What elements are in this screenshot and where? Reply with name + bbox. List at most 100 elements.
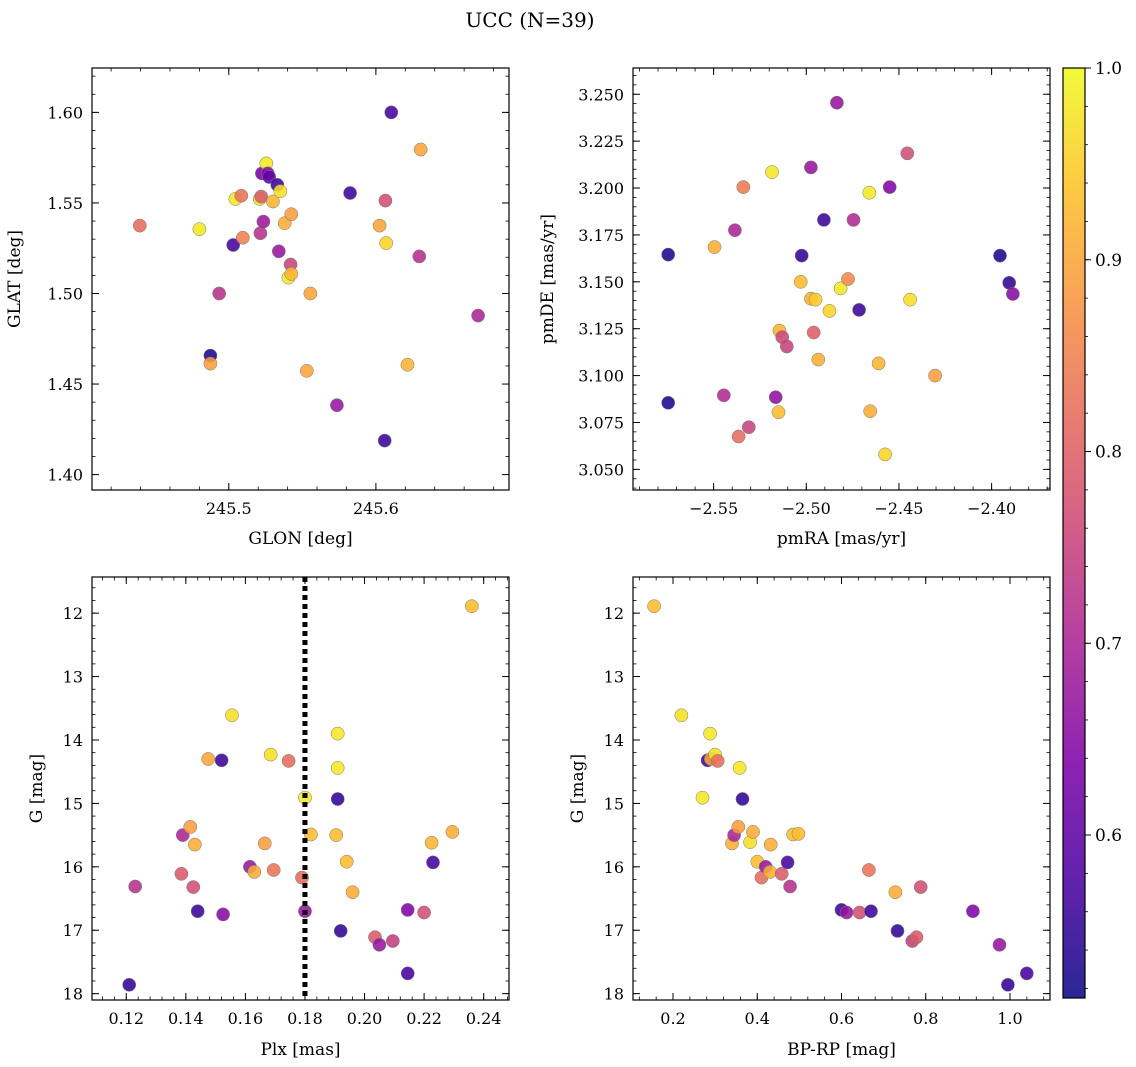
- data-point: [413, 142, 428, 157]
- y-tick-label: 1.55: [47, 194, 83, 213]
- y-tick-label: 3.050: [578, 460, 624, 479]
- data-point: [728, 223, 742, 238]
- data-point: [216, 907, 230, 922]
- panel-pmra-pmde: −2.55 −2.50 −2.45 −2.40 3.050 3.075 3.100 3.125…: [538, 67, 1051, 549]
- data-point: [863, 404, 878, 419]
- y-axis-label: G [mag]: [27, 754, 47, 823]
- data-point: [299, 363, 314, 378]
- data-point: [378, 193, 393, 208]
- data-point: [913, 880, 928, 894]
- data-point: [783, 879, 797, 894]
- data-point: [779, 339, 794, 354]
- x-tick-label: 0.8: [913, 1009, 938, 1028]
- colorbar-tick-label: 0.6: [1095, 826, 1122, 846]
- data-point: [1019, 966, 1034, 981]
- data-point: [804, 160, 818, 175]
- data-point: [183, 820, 198, 834]
- x-axis-label: pmRA [mas/yr]: [777, 529, 906, 549]
- data-point: [372, 937, 387, 952]
- data-point: [774, 866, 789, 881]
- panel-bprp-g: 0.2 0.4 0.6 0.8 1.0 12 13 14 15 16 17 18 BP-RP [mag]…: [568, 576, 1051, 1060]
- colorbar-tick-label: 1.0: [1095, 59, 1122, 79]
- data-point: [647, 599, 661, 614]
- data-point: [385, 934, 400, 948]
- data-point: [471, 308, 485, 323]
- axes-frame: [632, 576, 1051, 1001]
- axes-frame: [91, 576, 510, 1001]
- data-point: [263, 747, 278, 762]
- scatter-points: [647, 599, 1034, 992]
- data-point: [400, 357, 415, 372]
- y-tick-label: 17: [604, 921, 624, 940]
- data-point: [1001, 977, 1015, 992]
- data-point: [417, 905, 431, 920]
- data-point: [871, 356, 886, 371]
- data-point: [203, 356, 218, 371]
- data-point: [852, 303, 866, 317]
- data-point: [732, 761, 747, 775]
- data-point: [445, 825, 460, 839]
- y-tick-label: 17: [63, 921, 83, 940]
- data-point: [890, 924, 905, 938]
- panel-plx-g: 0.12 0.14 0.16 0.18 0.20 0.22 0.24 12 13 14 15 16 17…: [27, 576, 510, 1060]
- data-point: [862, 863, 876, 877]
- data-point: [716, 388, 731, 403]
- data-point: [864, 904, 878, 919]
- x-tick-label: 0.14: [168, 1009, 204, 1028]
- x-tick-label: 0.2: [660, 1009, 685, 1028]
- x-tick-label: 0.6: [829, 1009, 854, 1028]
- data-point: [763, 865, 777, 879]
- data-point: [746, 825, 760, 839]
- data-point: [330, 726, 345, 741]
- data-point: [793, 274, 808, 289]
- data-point: [839, 905, 854, 920]
- data-point: [190, 904, 205, 919]
- data-point: [273, 184, 288, 199]
- colorbar: 0.6 0.7 0.8 0.9 1.0: [1062, 59, 1122, 999]
- axes-frame: [632, 67, 1051, 491]
- y-tick-label: 18: [63, 985, 83, 1004]
- data-point: [284, 207, 299, 222]
- data-point: [846, 213, 861, 227]
- x-tick-label: 0.24: [466, 1009, 502, 1028]
- data-point: [271, 244, 286, 259]
- data-point: [247, 865, 262, 879]
- data-point: [187, 837, 202, 852]
- x-tick-label: 0.12: [108, 1009, 144, 1028]
- data-point: [771, 405, 786, 420]
- x-tick-label: 1.0: [997, 1009, 1022, 1028]
- y-tick-label: 15: [604, 794, 624, 813]
- data-point: [122, 977, 137, 992]
- data-point: [266, 863, 281, 877]
- y-tick-label: 15: [63, 794, 83, 813]
- y-tick-label: 13: [63, 668, 83, 687]
- data-point: [731, 429, 746, 444]
- y-axis-label: GLAT [deg]: [5, 230, 25, 328]
- data-point: [695, 790, 710, 805]
- data-point: [817, 213, 831, 227]
- y-tick-label: 14: [63, 731, 83, 750]
- data-point: [1006, 287, 1020, 301]
- data-point: [225, 708, 239, 723]
- y-tick-label: 3.175: [578, 226, 624, 245]
- x-axis-label: BP-RP [mag]: [787, 1040, 896, 1060]
- data-point: [424, 835, 439, 850]
- scatter-points: [122, 599, 479, 992]
- data-point: [330, 398, 344, 413]
- data-point: [841, 272, 855, 286]
- colorbar-tick-label: 0.8: [1095, 443, 1122, 463]
- data-point: [993, 248, 1007, 263]
- axes-frame: [91, 67, 510, 491]
- data-point: [377, 433, 392, 448]
- data-point: [736, 180, 751, 194]
- y-tick-label: 13: [604, 668, 624, 687]
- data-point: [426, 855, 440, 870]
- y-axis-label: pmDE [mas/yr]: [538, 214, 558, 344]
- y-tick-label: 16: [63, 858, 83, 877]
- data-point: [226, 238, 241, 252]
- data-point: [741, 420, 756, 435]
- y-tick-label: 12: [63, 604, 83, 623]
- data-point: [703, 726, 717, 741]
- scatter-points: [132, 105, 485, 448]
